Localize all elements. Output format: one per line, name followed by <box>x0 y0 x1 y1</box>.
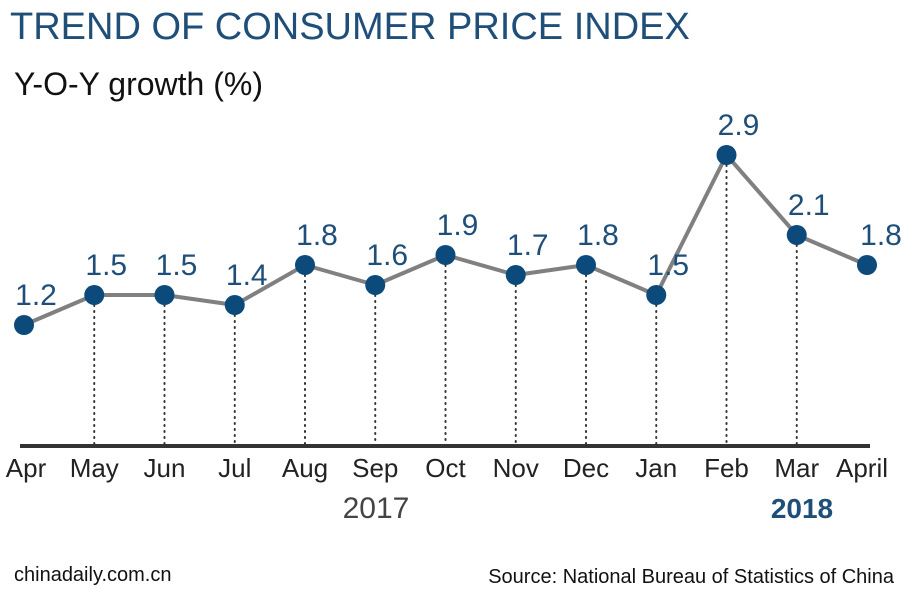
data-point-aug <box>295 255 315 275</box>
tick-label-feb: Feb <box>704 453 749 483</box>
data-label-jun: 1.5 <box>156 249 198 282</box>
data-label-oct: 1.9 <box>437 209 479 242</box>
data-label-jul: 1.4 <box>226 259 268 292</box>
data-point-dec <box>576 255 596 275</box>
data-label-april: 1.8 <box>860 219 902 252</box>
data-point-nov <box>505 265 526 285</box>
data-label-aug: 1.8 <box>296 219 338 252</box>
tick-label-mar: Mar <box>774 453 819 483</box>
source-credit: Source: National Bureau of Statistics of… <box>488 566 894 588</box>
data-label-mar: 2.1 <box>788 189 830 222</box>
tick-label-aug: Aug <box>282 453 328 483</box>
data-point-oct <box>435 245 456 265</box>
tick-label-jan: Jan <box>635 453 677 483</box>
y-axis-label: Y-O-Y growth (%) <box>14 66 263 102</box>
chart-title: TREND OF CONSUMER PRICE INDEX <box>10 6 690 48</box>
data-point-april <box>857 255 877 275</box>
data-label-may: 1.5 <box>85 249 127 282</box>
tick-label-may: May <box>70 453 119 483</box>
site-credit: chinadaily.com.cn <box>14 564 172 586</box>
data-labels: 1.2 1.5 1.5 1.4 1.8 1.6 1.9 1.7 1.8 1.5 2.9 2.1 1.8 <box>15 109 902 312</box>
data-label-feb: 2.9 <box>718 109 760 142</box>
tick-label-apr: Apr <box>6 453 47 483</box>
tick-label-jul: Jul <box>218 453 251 483</box>
data-label-sep: 1.6 <box>366 239 408 272</box>
year-label-2017: 2017 <box>343 492 410 525</box>
tick-label-jun: Jun <box>144 453 186 483</box>
data-point-sep <box>365 275 386 295</box>
drop-lines <box>93 164 798 445</box>
tick-label-april: April <box>836 453 888 483</box>
year-labels: 2017 2018 <box>343 492 834 525</box>
tick-label-oct: Oct <box>425 453 466 483</box>
data-label-jan: 1.5 <box>647 249 689 282</box>
data-point-mar <box>786 225 807 245</box>
data-label-apr: 1.2 <box>15 279 57 312</box>
tick-label-nov: Nov <box>493 453 539 483</box>
data-point-jul <box>224 295 245 315</box>
data-point-jun <box>154 285 175 305</box>
x-tick-labels: Apr May Jun Jul Aug Sep Oct Nov Dec Jan Feb Mar Apri… <box>6 453 888 483</box>
data-point-feb <box>716 145 737 165</box>
data-point-may <box>84 285 105 305</box>
data-point-jan <box>646 285 667 305</box>
tick-label-dec: Dec <box>563 453 609 483</box>
data-points <box>14 145 877 335</box>
data-label-nov: 1.7 <box>507 229 549 262</box>
tick-label-sep: Sep <box>352 453 398 483</box>
year-label-2018: 2018 <box>771 493 833 524</box>
data-point-apr <box>14 315 34 335</box>
data-label-dec: 1.8 <box>577 219 619 252</box>
